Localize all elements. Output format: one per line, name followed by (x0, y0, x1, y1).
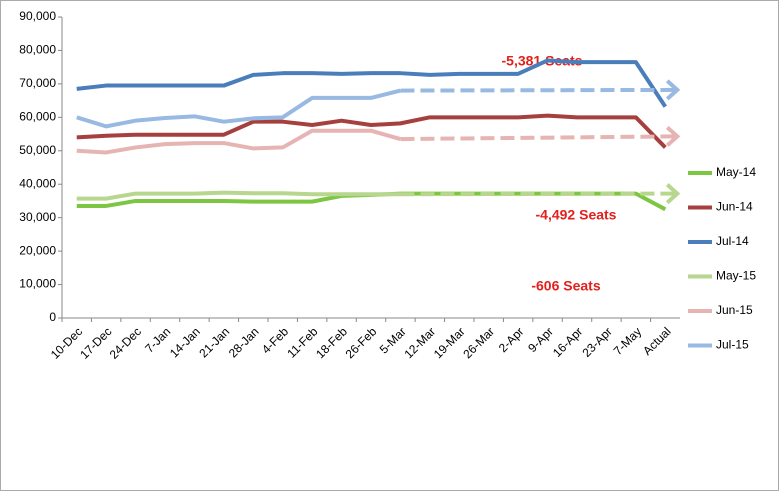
series-line (76, 113, 667, 149)
series-line (76, 128, 401, 155)
y-tick-label: 0 (49, 310, 56, 324)
y-tick-label: 60,000 (19, 110, 56, 124)
y-tick-label: 10,000 (19, 277, 56, 291)
series-line (76, 58, 667, 108)
projection-line (400, 191, 676, 197)
projection-line (400, 87, 676, 93)
y-tick-label: 70,000 (19, 76, 56, 90)
legend-label: Jun-15 (716, 303, 753, 317)
legend-label: Jul-15 (716, 338, 749, 352)
y-tick-label: 20,000 (19, 243, 56, 257)
legend-label: Jun-14 (716, 200, 753, 214)
series-line (76, 190, 401, 201)
legend-label: Jul-14 (716, 234, 749, 248)
y-tick-label: 30,000 (19, 210, 56, 224)
annotation: -606 Seats (531, 278, 600, 294)
y-tick-label: 40,000 (19, 176, 56, 190)
legend-label: May-15 (716, 269, 756, 283)
projection-arrowhead (665, 125, 681, 147)
legend-label: May-14 (716, 165, 756, 179)
annotation: -4,492 Seats (536, 207, 617, 223)
projection-arrowhead (665, 183, 681, 205)
annotation: -5,381 Seats (502, 53, 583, 69)
y-tick-label: 50,000 (19, 143, 56, 157)
y-tick-label: 90,000 (19, 9, 56, 23)
projection-arrowhead (665, 79, 681, 101)
y-tick-label: 80,000 (19, 43, 56, 57)
series-line (76, 88, 401, 129)
projection-line (400, 134, 676, 142)
